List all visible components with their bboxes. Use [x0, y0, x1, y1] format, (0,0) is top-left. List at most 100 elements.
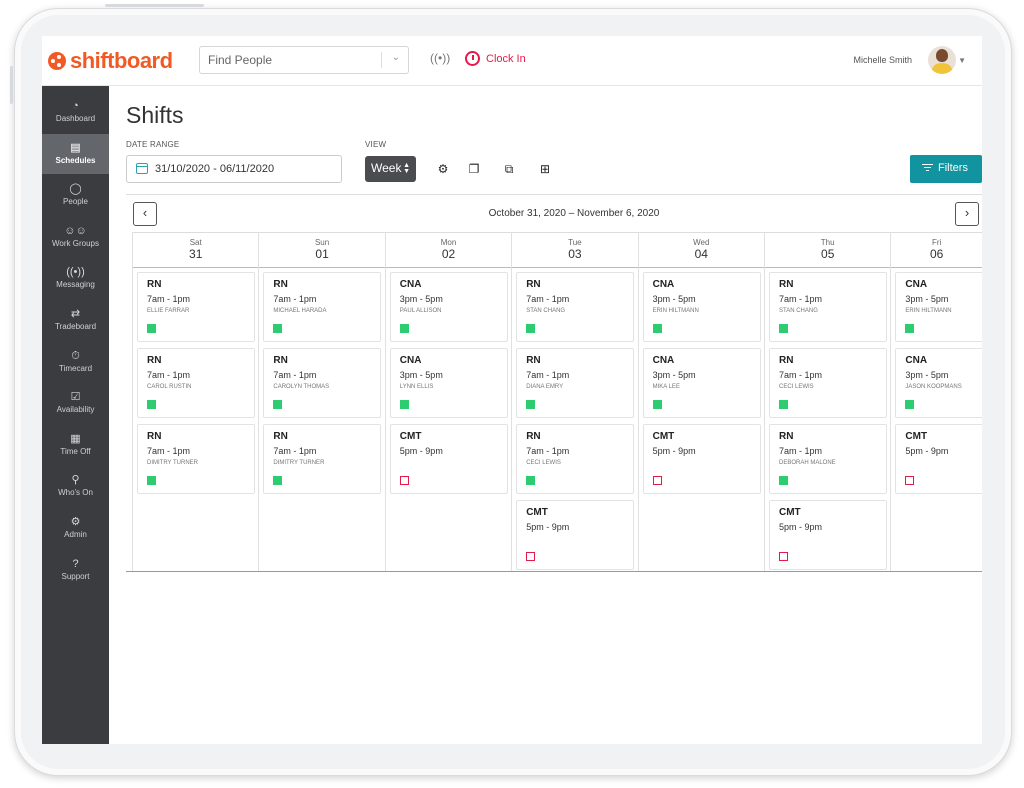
shift-card[interactable]: RN 7am - 1pm STAN CHANG: [516, 272, 635, 342]
person-icon: ◯: [69, 183, 82, 196]
filled-status-icon: [779, 476, 788, 485]
sidebar-item-schedules[interactable]: ▤ Schedules: [42, 133, 109, 174]
date-range-label: DATE RANGE: [126, 140, 180, 149]
sidebar-item-support[interactable]: ? Support: [42, 550, 109, 590]
shift-card[interactable]: RN 7am - 1pm MICHAEL HARADA: [263, 272, 382, 342]
filled-status-icon: [399, 324, 409, 333]
shift-assignee: ELLIE FARRAR: [147, 308, 190, 314]
shift-card[interactable]: RN 7am - 1pm DIANA EMRY: [516, 348, 635, 418]
clock-icon: [465, 51, 480, 66]
shift-assignee: ERIN HILTMANN: [905, 308, 952, 314]
shift-card[interactable]: CMT 5pm - 9pm: [769, 500, 887, 570]
filled-status-icon: [526, 476, 536, 485]
app-screen: shiftboard Find People ⌄ ((•)) Clock In …: [42, 36, 982, 744]
filters-label: Filters: [938, 162, 968, 174]
date-range-value: 31/10/2020 - 06/11/2020: [155, 163, 275, 175]
shift-card[interactable]: CMT 5pm - 9pm: [895, 424, 982, 494]
divider: [381, 52, 382, 68]
copy-icon[interactable]: ⧉: [504, 162, 514, 176]
filled-status-icon: [779, 400, 788, 409]
chevron-down-icon[interactable]: ⌄: [391, 52, 400, 63]
sidebar-item-who-s-on[interactable]: ⚲ Who's On: [42, 466, 109, 506]
shift-card[interactable]: RN 7am - 1pm CAROL RUSTIN: [137, 348, 255, 418]
shift-card[interactable]: CMT 5pm - 9pm: [642, 424, 761, 494]
sidebar-item-time-off[interactable]: ▦ Time Off: [42, 425, 109, 465]
sidebar-item-label: Who's On: [58, 488, 93, 498]
sidebar-item-messaging[interactable]: ((•)) Messaging: [42, 258, 109, 298]
shift-card[interactable]: RN 7am - 1pm DIMITRY TURNER: [263, 424, 382, 494]
add-shift-icon[interactable]: ⊞: [539, 162, 551, 176]
sidebar-item-work-groups[interactable]: ☺☺ Work Groups: [42, 217, 109, 257]
filled-status-icon: [147, 400, 156, 409]
view-value: Week: [371, 161, 402, 175]
shift-role: RN: [273, 431, 288, 442]
next-week-button[interactable]: ›: [955, 202, 979, 226]
shift-card[interactable]: CNA 3pm - 5pm PAUL ALLISON: [389, 272, 508, 342]
sidebar-item-label: Dashboard: [55, 114, 96, 123]
shift-card[interactable]: CNA 3pm - 5pm ERIN HILTMANN: [895, 272, 982, 342]
shift-role: CMT: [399, 431, 422, 442]
shift-role: CMT: [652, 431, 675, 442]
shift-role: CMT: [905, 431, 928, 442]
shift-card[interactable]: CMT 5pm - 9pm: [389, 424, 508, 494]
open-status-icon: [779, 552, 788, 561]
caret-down-icon[interactable]: ▼: [958, 56, 966, 65]
find-people-select[interactable]: Find People ⌄: [199, 46, 409, 74]
filled-status-icon: [905, 324, 915, 333]
sidebar: ◔ Dashboard ▤ Schedules ◯ People ☺☺ Work Groups…: [42, 86, 109, 744]
shift-card[interactable]: CNA 3pm - 5pm JASON KOOPMANS: [895, 348, 982, 418]
day-header: Sat 31: [133, 232, 259, 268]
dashboard-icon: ◔: [72, 100, 79, 112]
shift-role: CMT: [779, 507, 801, 518]
prev-week-button[interactable]: ‹: [133, 202, 157, 226]
day-number: 06: [930, 247, 944, 261]
publish-icon[interactable]: ❐: [468, 162, 480, 176]
sidebar-item-label: Availability: [56, 405, 95, 415]
date-range-field[interactable]: 31/10/2020 - 06/11/2020: [126, 155, 342, 183]
shift-card[interactable]: RN 7am - 1pm CECI LEWIS: [516, 424, 635, 494]
shift-time: 3pm - 5pm: [652, 370, 696, 380]
shift-assignee: CAROL RUSTIN: [147, 384, 192, 390]
sidebar-item-label: Support: [61, 571, 90, 581]
broadcast-icon[interactable]: ((•)): [430, 51, 451, 65]
sidebar-item-timecard[interactable]: ⏱ Timecard: [42, 342, 109, 382]
shift-card[interactable]: RN 7am - 1pm CAROLYN THOMAS: [263, 348, 382, 418]
view-select[interactable]: Week ▲ ▼: [365, 156, 416, 182]
view-label: VIEW: [365, 140, 387, 149]
open-status-icon: [652, 476, 662, 485]
shift-time: 7am - 1pm: [526, 294, 570, 304]
shift-card[interactable]: RN 7am - 1pm DEBORAH MALONE: [769, 424, 887, 494]
sidebar-item-label: Time Off: [60, 446, 91, 456]
filters-button[interactable]: Filters: [910, 155, 982, 183]
shift-role: RN: [147, 431, 162, 442]
find-people-placeholder: Find People: [208, 53, 273, 67]
shift-card[interactable]: RN 7am - 1pm DIMITRY TURNER: [137, 424, 255, 494]
clock-in-button[interactable]: Clock In: [465, 51, 526, 66]
day-of-week: Wed: [693, 238, 710, 247]
shift-card[interactable]: CNA 3pm - 5pm LYNN ELLIS: [389, 348, 508, 418]
shift-card[interactable]: RN 7am - 1pm CECI LEWIS: [769, 348, 887, 418]
sidebar-item-availability[interactable]: ☑ Availability: [42, 383, 109, 423]
sidebar-item-label: Work Groups: [52, 238, 99, 248]
sidebar-item-tradeboard[interactable]: ⇄ Tradeboard: [42, 300, 109, 340]
settings-gear-icon[interactable]: ⚙: [437, 162, 449, 176]
shift-card[interactable]: RN 7am - 1pm STAN CHANG: [769, 272, 887, 342]
shift-assignee: CECI LEWIS: [526, 460, 561, 466]
open-status-icon: [526, 552, 536, 561]
shift-card[interactable]: RN 7am - 1pm ELLIE FARRAR: [137, 272, 255, 342]
shiftboard-logo[interactable]: shiftboard: [48, 48, 173, 74]
shift-card[interactable]: CNA 3pm - 5pm ERIN HILTMANN: [642, 272, 761, 342]
avatar[interactable]: [928, 46, 956, 74]
shift-card[interactable]: CNA 3pm - 5pm MIKA LEE: [642, 348, 761, 418]
sidebar-item-people[interactable]: ◯ People: [42, 175, 109, 215]
day-column: Tue 03 RN 7am - 1pm STAN CHANG RN 7am - 1pm DIA…: [511, 232, 638, 572]
sidebar-item-admin[interactable]: ⚙ Admin: [42, 508, 109, 548]
shift-card[interactable]: CMT 5pm - 9pm: [516, 500, 635, 570]
shift-time: 3pm - 5pm: [399, 370, 443, 380]
shift-time: 5pm - 9pm: [526, 522, 570, 532]
shift-assignee: MICHAEL HARADA: [273, 308, 327, 314]
shift-assignee: CAROLYN THOMAS: [273, 384, 330, 390]
day-number: 02: [441, 247, 456, 261]
sidebar-item-dashboard[interactable]: ◔ Dashboard: [42, 92, 109, 132]
user-name[interactable]: Michelle Smith: [853, 55, 912, 65]
